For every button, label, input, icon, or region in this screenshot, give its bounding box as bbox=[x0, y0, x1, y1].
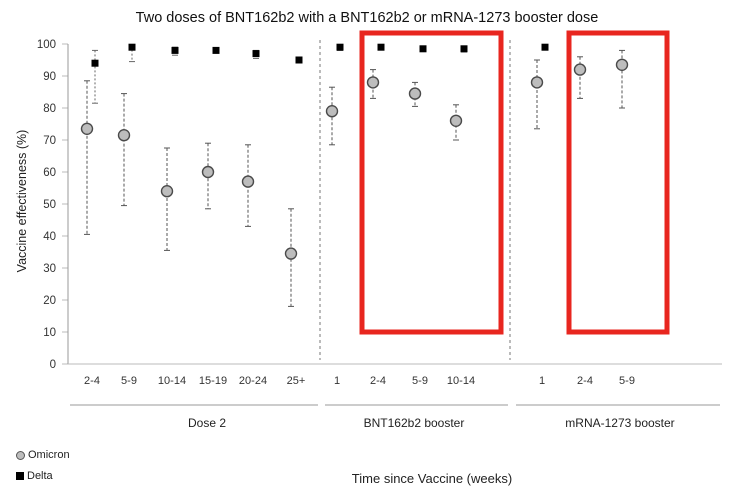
omicron-point bbox=[449, 114, 463, 128]
y-tick-label: 90 bbox=[43, 71, 56, 83]
delta-point bbox=[252, 50, 260, 58]
y-tick-label: 40 bbox=[43, 231, 56, 243]
omicron-point bbox=[160, 184, 174, 198]
x-axis-label: Time since Vaccine (weeks) bbox=[352, 471, 512, 486]
highlight-box bbox=[359, 30, 504, 335]
y-tick-label: 70 bbox=[43, 135, 56, 147]
omicron-point bbox=[325, 104, 339, 118]
omicron-point bbox=[366, 76, 380, 89]
highlight-box bbox=[566, 30, 670, 335]
legend-item-omicron: Omicron bbox=[16, 449, 70, 461]
x-tick-label: 1 bbox=[539, 375, 545, 387]
group-label: BNT162b2 booster bbox=[364, 416, 465, 430]
delta-point bbox=[541, 43, 549, 51]
omicron-marker-icon bbox=[16, 450, 25, 460]
delta-point bbox=[295, 56, 303, 64]
y-tick-label: 100 bbox=[37, 39, 56, 51]
omicron-point bbox=[80, 122, 94, 136]
x-tick-label: 1 bbox=[334, 375, 340, 387]
delta-point bbox=[460, 45, 468, 53]
omicron-point bbox=[201, 165, 215, 179]
delta-point bbox=[377, 43, 385, 51]
x-tick-label: 15-19 bbox=[199, 375, 227, 387]
y-tick-label: 80 bbox=[43, 103, 56, 115]
y-tick-label: 20 bbox=[43, 295, 56, 307]
delta-point bbox=[128, 43, 136, 51]
x-tick-label: 5-9 bbox=[412, 375, 428, 387]
group-label: Dose 2 bbox=[188, 416, 226, 430]
delta-point bbox=[212, 46, 220, 54]
omicron-point bbox=[573, 63, 587, 76]
delta-point bbox=[171, 46, 179, 54]
delta-point bbox=[419, 45, 427, 53]
legend-item-delta: Delta bbox=[16, 470, 53, 482]
x-tick-label: 2-4 bbox=[370, 375, 386, 387]
legend-label-omicron: Omicron bbox=[28, 449, 70, 461]
y-tick-label: 30 bbox=[43, 263, 56, 275]
x-tick-label: 25+ bbox=[287, 375, 306, 387]
omicron-point bbox=[284, 247, 298, 260]
omicron-point bbox=[117, 128, 131, 142]
delta-point bbox=[336, 43, 344, 51]
y-axis-label: Vaccine effectiveness (%) bbox=[15, 130, 29, 273]
y-tick-label: 60 bbox=[43, 167, 56, 179]
chart-title: Two doses of BNT162b2 with a BNT162b2 or… bbox=[136, 10, 599, 26]
legend-label-delta: Delta bbox=[27, 470, 53, 482]
delta-point bbox=[91, 59, 99, 67]
x-tick-label: 10-14 bbox=[158, 375, 186, 387]
omicron-point bbox=[408, 87, 422, 100]
x-tick-label: 2-4 bbox=[577, 375, 593, 387]
x-tick-label: 5-9 bbox=[121, 375, 137, 387]
y-tick-label: 0 bbox=[50, 359, 56, 371]
omicron-point bbox=[615, 58, 629, 72]
x-tick-label: 2-4 bbox=[84, 375, 100, 387]
x-tick-label: 10-14 bbox=[447, 375, 475, 387]
omicron-point bbox=[241, 175, 255, 188]
x-tick-label: 5-9 bbox=[619, 375, 635, 387]
y-tick-label: 50 bbox=[43, 199, 56, 211]
x-tick-label: 20-24 bbox=[239, 375, 267, 387]
group-label: mRNA-1273 booster bbox=[565, 416, 674, 430]
delta-marker-icon bbox=[16, 472, 24, 480]
y-tick-label: 10 bbox=[43, 327, 56, 339]
omicron-point bbox=[530, 76, 544, 89]
